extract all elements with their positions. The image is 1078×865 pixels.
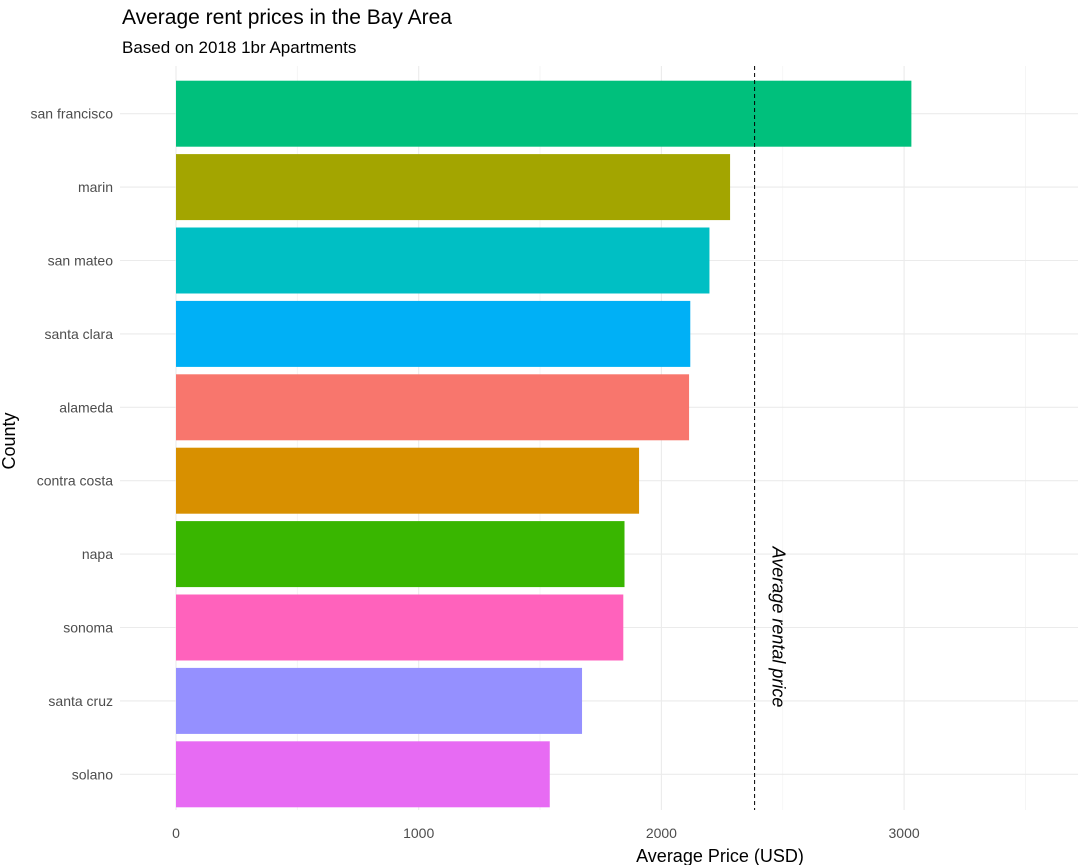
- y-tick-label: solano: [72, 766, 113, 782]
- bar-napa: [176, 521, 625, 588]
- y-tick-label: alameda: [59, 399, 113, 415]
- bar-solano: [176, 741, 550, 808]
- y-tick-label: sonoma: [63, 620, 113, 636]
- y-tick-labels: san francisco marin san mateo santa clara al…: [31, 106, 114, 783]
- bar-marin: [176, 154, 731, 221]
- bar-alameda: [176, 374, 690, 441]
- x-tick-label: 0: [172, 825, 180, 841]
- y-tick-label: marin: [78, 179, 113, 195]
- bar-santa-clara: [176, 300, 691, 367]
- y-axis-title: County: [0, 412, 19, 469]
- y-tick-label: contra costa: [37, 473, 113, 489]
- reference-line-label: Average rental price: [769, 546, 789, 708]
- x-tick-label: 2000: [646, 825, 677, 841]
- reference-line-group: Average rental price: [754, 66, 789, 810]
- y-tick-label: san francisco: [31, 106, 114, 122]
- x-axis-title: Average Price (USD): [636, 846, 804, 865]
- bar-san-mateo: [176, 227, 710, 294]
- bar-santa-cruz: [176, 667, 583, 734]
- y-tick-label: napa: [82, 546, 113, 562]
- y-tick-label: santa cruz: [48, 693, 113, 709]
- y-tick-label: san mateo: [48, 253, 114, 269]
- x-tick-labels: 0 1000 2000 3000: [172, 825, 920, 841]
- x-tick-label: 1000: [403, 825, 434, 841]
- chart-title: Average rent prices in the Bay Area: [122, 6, 452, 29]
- bar-contra-costa: [176, 447, 640, 514]
- bar-san-francisco: [176, 80, 912, 147]
- y-tick-label: santa clara: [45, 326, 114, 342]
- bars: [176, 80, 912, 808]
- chart-subtitle: Based on 2018 1br Apartments: [122, 38, 357, 57]
- x-tick-label: 3000: [889, 825, 920, 841]
- bar-sonoma: [176, 594, 624, 661]
